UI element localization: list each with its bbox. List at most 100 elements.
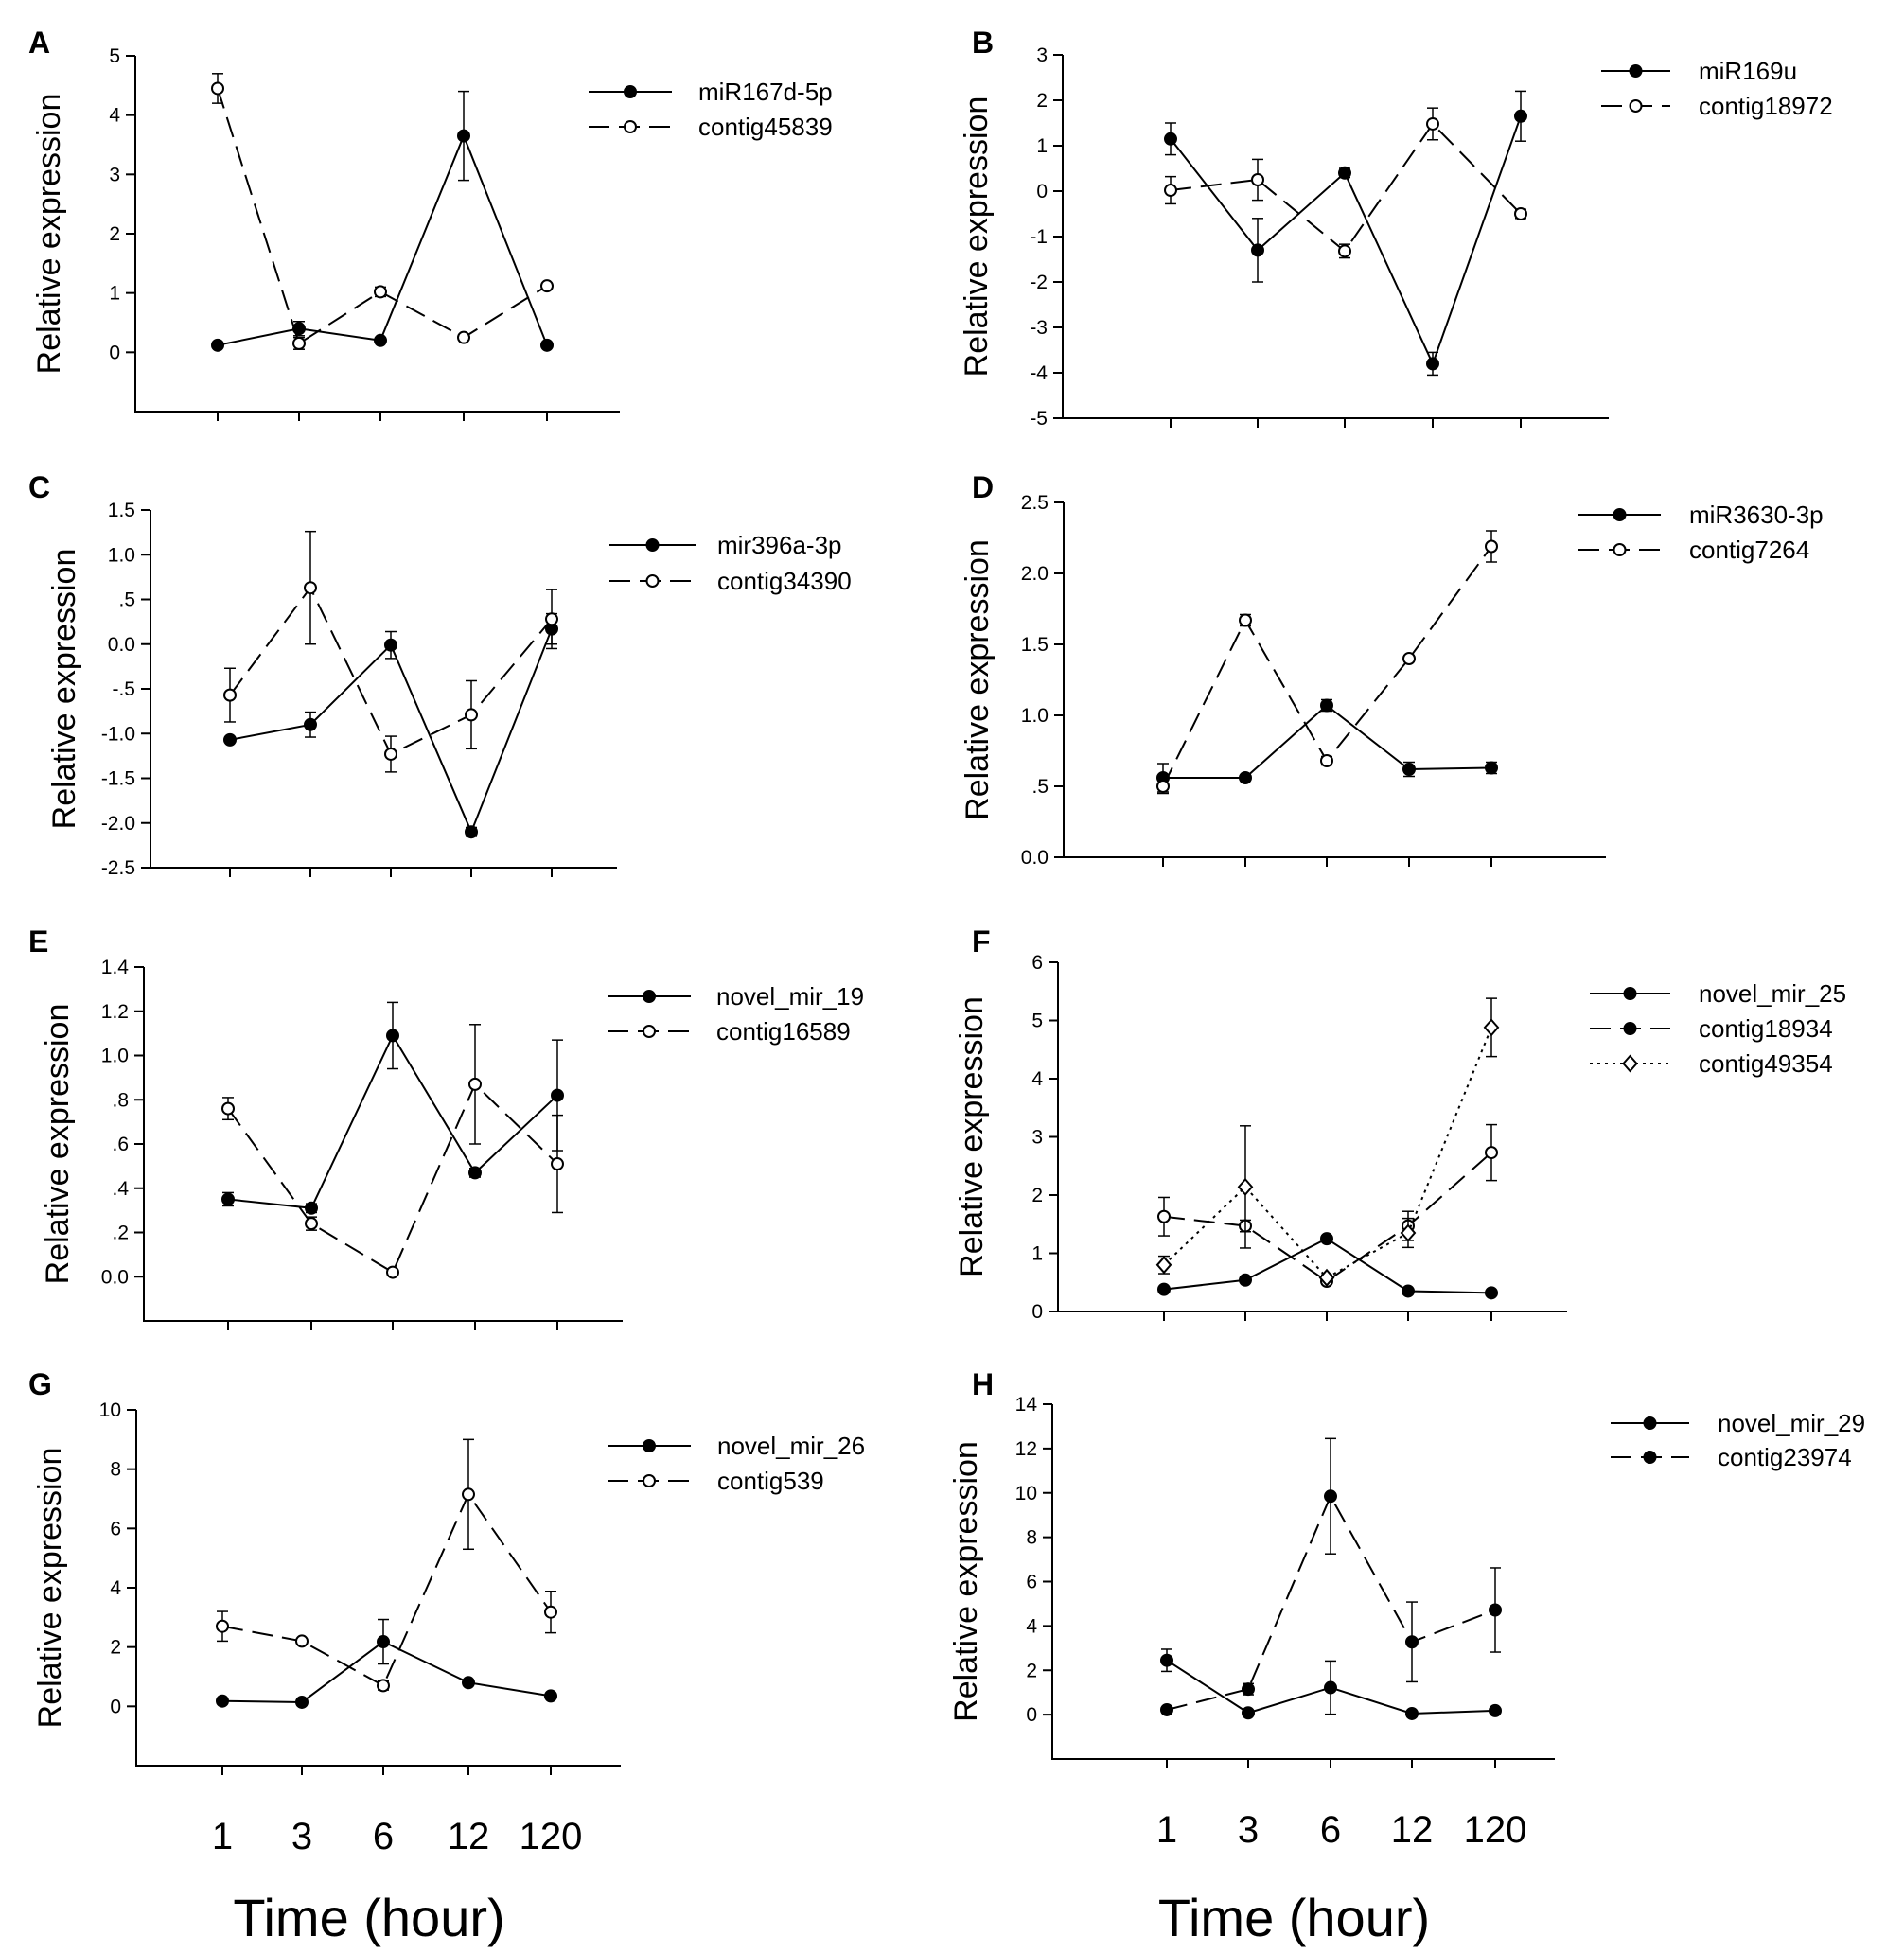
legend-marker (643, 990, 656, 1003)
y-axis-label: Relative expression (954, 996, 990, 1277)
y-tick-label: -.5 (112, 678, 135, 700)
data-point (1485, 539, 1498, 554)
y-tick-label: 1.4 (101, 957, 130, 978)
panel-b: B -5 -4 -3 -2 -1 0 1 2 3 Relative expression miR169… (959, 26, 1833, 430)
series-contig49354 (1155, 997, 1500, 1287)
data-point (1426, 357, 1439, 371)
y-tick-label: 0.0 (101, 1266, 129, 1288)
y-axis-label: Relative expression (960, 539, 996, 820)
y-tick-label: 2.5 (1021, 492, 1049, 514)
legend-marker (1629, 64, 1643, 78)
legend-label: novel_mir_19 (716, 982, 864, 1011)
series-contig16589 (221, 1024, 564, 1279)
series-novel_mir_25 (1157, 1232, 1498, 1300)
series-miR169u (1164, 90, 1527, 377)
panel-f: F 0 1 2 3 4 5 6 Relative expression novel_mir_25c… (954, 924, 1846, 1323)
panel-letter: C (28, 470, 50, 504)
panel-a: A 0 1 2 3 4 5 Relative expression miR167d-5p cont… (28, 26, 833, 421)
series-line (1170, 122, 1522, 253)
y-tick-label: 1 (1031, 1243, 1043, 1265)
legend-label: contig34390 (717, 567, 852, 595)
data-point (1514, 109, 1527, 123)
panel-letter: G (28, 1367, 52, 1401)
y-tick-label: 1.0 (108, 544, 135, 566)
legend-label: novel_mir_29 (1718, 1409, 1865, 1437)
y-axis-label: Relative expression (948, 1441, 984, 1722)
data-point (1426, 116, 1439, 131)
data-point (1324, 1489, 1337, 1504)
y-axis-label: Relative expression (46, 549, 82, 830)
y-tick-label: 4 (1031, 1068, 1043, 1090)
series-line (221, 1640, 552, 1703)
legend-marker (645, 574, 660, 588)
y-tick-label: 5 (109, 45, 120, 67)
data-point (386, 1265, 399, 1279)
y-tick-label: 4 (109, 105, 120, 127)
legend-marker (1613, 543, 1627, 556)
series-mir396a-3p (223, 612, 558, 839)
data-point (216, 1619, 229, 1633)
data-point (223, 732, 237, 747)
series-line (229, 628, 553, 835)
legend-label: mir396a-3p (717, 531, 842, 559)
legend-marker (643, 1474, 656, 1487)
y-tick-label: 0 (1026, 1704, 1037, 1726)
series-contig18972 (1164, 107, 1527, 259)
data-point (1483, 1018, 1500, 1037)
data-point (1156, 780, 1170, 793)
legend-label: contig18934 (1699, 1014, 1833, 1043)
data-point (295, 1695, 309, 1709)
data-point (1338, 166, 1351, 180)
y-tick-label: 2 (1026, 1660, 1037, 1681)
x-tick-label: 120 (520, 1816, 583, 1857)
data-point (1318, 1268, 1335, 1287)
panel-d: D 0.0 .5 1.0 1.5 2.0 2.5 Relative expression miR… (960, 470, 1824, 869)
data-point (1485, 1146, 1498, 1160)
series-miR167d-5p (211, 90, 554, 352)
y-tick-label: .5 (1031, 776, 1049, 798)
data-point (1320, 1232, 1333, 1246)
y-tick-label: -2 (1030, 272, 1048, 293)
y-tick-label: 1.5 (108, 500, 135, 521)
data-point (211, 81, 224, 96)
y-axis-label: Relative expression (32, 1448, 68, 1729)
y-tick-label: .5 (118, 589, 135, 611)
y-tick-label: 8 (110, 1459, 121, 1481)
series-contig45839 (211, 73, 554, 350)
data-point (1242, 1682, 1255, 1697)
data-point (1155, 1256, 1172, 1275)
y-tick-label: 1.2 (101, 1001, 129, 1023)
data-point (1242, 1706, 1255, 1720)
axis-frame (1051, 1404, 1555, 1760)
y-tick-label: -5 (1030, 408, 1048, 430)
panel-letter: F (972, 924, 991, 959)
y-tick-label: 0 (109, 342, 120, 363)
data-point (1157, 1209, 1171, 1223)
data-point (1485, 761, 1498, 775)
panel-letter: A (28, 26, 50, 60)
series-contig23974 (1160, 1437, 1502, 1716)
y-tick-label: .2 (112, 1223, 129, 1244)
data-point (384, 747, 397, 761)
y-tick-label: 3 (1031, 1127, 1043, 1149)
data-point (465, 708, 478, 722)
y-tick-label: 2.0 (1021, 563, 1049, 585)
data-point (223, 688, 237, 702)
y-tick-label: 1.5 (1021, 634, 1049, 656)
data-point (1489, 1703, 1502, 1717)
data-point (305, 1201, 318, 1215)
legend-marker (1643, 1451, 1657, 1464)
data-point (465, 825, 478, 839)
x-tick-label: 120 (1464, 1809, 1527, 1851)
series-contig7264 (1156, 530, 1498, 795)
data-point (304, 581, 317, 595)
legend-marker (1623, 987, 1637, 1000)
y-tick-label: 0 (1031, 1301, 1043, 1323)
axis-frame (1063, 502, 1606, 858)
y-tick-label: 12 (1015, 1438, 1037, 1460)
legend-label: contig16589 (716, 1017, 851, 1046)
data-point (1320, 698, 1333, 713)
axis-frame (135, 1410, 621, 1767)
series-novel_mir_29 (1160, 1648, 1502, 1720)
